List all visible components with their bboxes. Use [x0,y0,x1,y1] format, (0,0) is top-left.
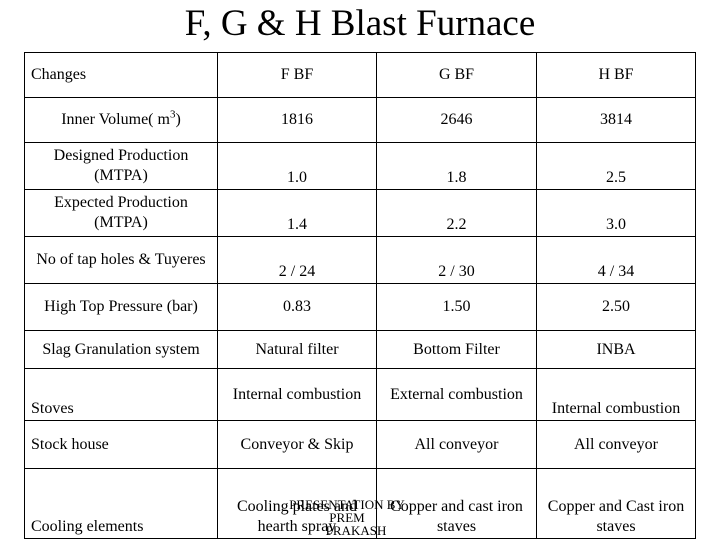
cell-h-bf: 4 / 34 [536,236,696,284]
table-row: Slag Granulation system Natural filter B… [24,330,696,369]
table-row: Stock house Conveyor & Skip All conveyor… [24,420,696,469]
table-row: No of tap holes & Tuyeres 2 / 24 2 / 30 … [24,236,696,284]
cell-g-bf: 2 / 30 [376,236,537,284]
row-label-text: Inner Volume( m [61,111,170,128]
row-label: High Top Pressure (bar) [24,283,218,331]
cell-f-bf: Internal combustion [217,368,377,421]
row-label: Stoves [24,368,218,421]
cell-g-bf: 1.50 [376,283,537,331]
cell-g-bf: Bottom Filter [376,330,537,369]
table-row: Expected Production (MTPA) 1.4 2.2 3.0 [24,189,696,237]
cell-f-bf: 2 / 24 [217,236,377,284]
page-title: F, G & H Blast Furnace [184,3,536,44]
row-label: Cooling elements [24,468,218,539]
cell-f-bf: 1816 [217,97,377,143]
cell-h-bf: All conveyor [536,420,696,469]
header-h-bf: H BF [536,52,696,98]
table-row: Cooling elements Cooling plates and hear… [24,468,696,539]
row-label: Inner Volume( m3) [24,97,218,143]
blast-furnace-comparison-table: Changes F BF G BF H BF Inner Volume( m3)… [24,52,696,539]
table-header-row: Changes F BF G BF H BF [24,52,696,98]
cell-g-bf: 2646 [376,97,537,143]
cell-g-bf: All conveyor [376,420,537,469]
table-row: High Top Pressure (bar) 0.83 1.50 2.50 [24,283,696,331]
cell-f-bf: Natural filter [217,330,377,369]
row-label: Stock house [24,420,218,469]
row-label-suffix: ) [175,111,181,128]
table-row: Designed Production (MTPA) 1.0 1.8 2.5 [24,142,696,190]
cell-h-bf: 3814 [536,97,696,143]
header-f-bf: F BF [217,52,377,98]
header-changes: Changes [24,52,218,98]
header-g-bf: G BF [376,52,537,98]
table-row: Inner Volume( m3) 1816 2646 3814 [24,97,696,143]
cell-g-bf: External combustion [376,368,537,421]
row-label-superscript: 3 [169,108,176,121]
row-label: Slag Granulation system [24,330,218,369]
cell-h-bf: INBA [536,330,696,369]
cell-f-bf: Conveyor & Skip [217,420,377,469]
cell-h-bf: Internal combustion [536,368,696,421]
cell-f-bf: 1.0 [217,142,377,190]
row-label: No of tap holes & Tuyeres [24,236,218,284]
cell-g-bf: 2.2 [376,189,537,237]
row-label: Designed Production (MTPA) [24,142,218,190]
cell-g-bf: Copper and cast iron staves [376,468,537,539]
cell-f-bf: Cooling plates and hearth spray [217,468,377,539]
cell-h-bf: Copper and Cast iron staves [536,468,696,539]
cell-f-bf: 1.4 [217,189,377,237]
cell-h-bf: 3.0 [536,189,696,237]
cell-h-bf: 2.5 [536,142,696,190]
cell-g-bf: 1.8 [376,142,537,190]
row-label: Expected Production (MTPA) [24,189,218,237]
cell-h-bf: 2.50 [536,283,696,331]
table-row: Stoves Internal combustion External comb… [24,368,696,421]
cell-f-bf: 0.83 [217,283,377,331]
